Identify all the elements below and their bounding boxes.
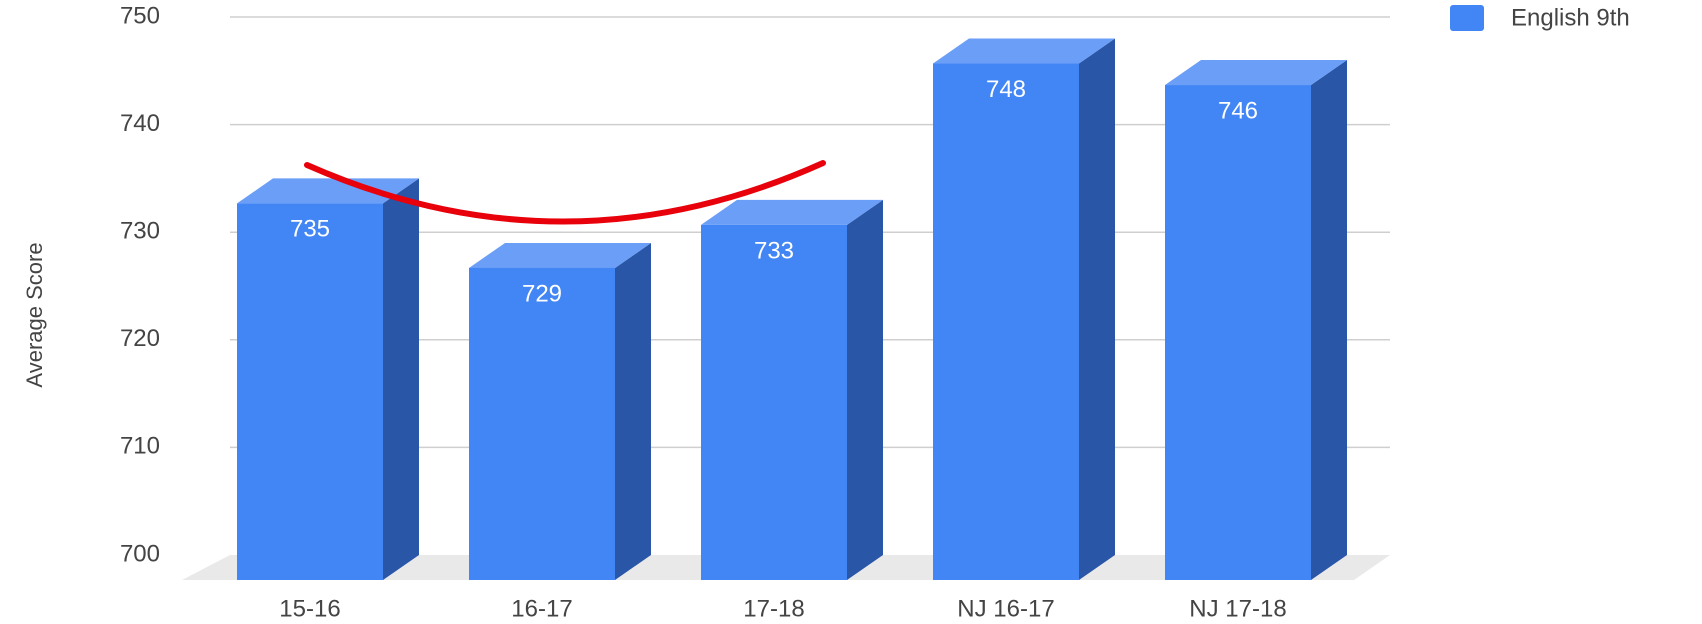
bar xyxy=(237,203,383,580)
x-tick-label: 16-17 xyxy=(511,595,572,622)
bar-side xyxy=(1079,38,1115,580)
value-label: 729 xyxy=(522,280,562,307)
bar-top xyxy=(237,178,419,204)
bar-top xyxy=(701,199,883,225)
bar xyxy=(469,267,615,580)
y-tick-label: 700 xyxy=(120,540,160,567)
bar-side xyxy=(383,178,419,580)
x-tick-label: NJ 16-17 xyxy=(957,595,1054,622)
y-tick-label: 750 xyxy=(120,2,160,29)
value-label: 733 xyxy=(754,237,794,264)
bar xyxy=(933,63,1079,580)
bar-side xyxy=(1311,60,1347,581)
bar-side xyxy=(847,199,883,581)
y-axis-title: Average Score xyxy=(22,242,47,387)
y-tick-label: 720 xyxy=(120,325,160,352)
bar-top xyxy=(469,242,651,268)
bar-top xyxy=(933,38,1115,64)
x-tick-label: 15-16 xyxy=(279,595,340,622)
bar xyxy=(701,224,847,581)
value-label: 735 xyxy=(290,216,330,243)
value-label: 746 xyxy=(1218,97,1258,124)
bar-side xyxy=(615,242,651,580)
legend-swatch xyxy=(1450,5,1484,31)
y-tick-label: 730 xyxy=(120,218,160,245)
x-tick-label: NJ 17-18 xyxy=(1189,595,1286,622)
plot: 700 710 720 730 740 750 735 15-16 729 16-17 733 17-… xyxy=(120,2,1390,622)
bar-top xyxy=(1165,60,1347,86)
x-tick-label: 17-18 xyxy=(743,595,804,622)
legend-label: English 9th xyxy=(1511,4,1630,31)
value-label: 748 xyxy=(986,76,1026,103)
y-tick-label: 710 xyxy=(120,433,160,460)
y-tick-label: 740 xyxy=(120,110,160,137)
annotation-curve xyxy=(304,160,826,225)
bar xyxy=(1165,85,1311,580)
